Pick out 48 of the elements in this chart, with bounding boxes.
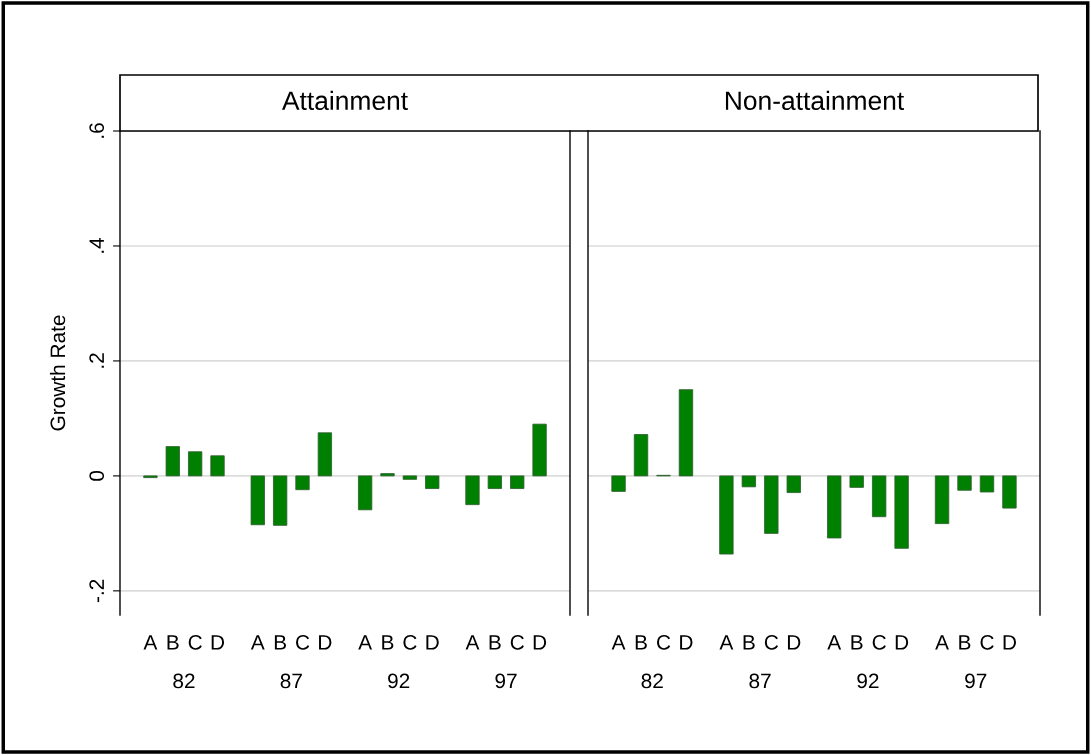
x-tick-label: D (319, 635, 332, 650)
x-tick-label: B (382, 635, 394, 650)
x-tick-label: D (426, 635, 439, 650)
y-tick-label: .4 (89, 237, 104, 253)
y-tick-label: 0 (89, 470, 105, 481)
x-tick-label: B (851, 635, 863, 650)
text: 92 (857, 673, 879, 689)
x-tick-label: B (167, 635, 179, 650)
y-tick-label: .6 (89, 123, 105, 138)
x-tick-label: A (827, 635, 842, 650)
x-tick-label: B (274, 635, 286, 650)
chart-title: Non-attainment (725, 90, 905, 111)
x-tick-label: B (635, 635, 647, 650)
x-tick-label: B (959, 635, 971, 650)
x-tick-label: C (403, 634, 417, 650)
x-tick-label: A (358, 635, 373, 650)
text: 87 (749, 673, 771, 689)
x-tick-label: C (764, 634, 779, 650)
x-tick-label: C (980, 634, 994, 650)
y-axis-title: Growth Rate (49, 315, 66, 431)
x-tick-label: D (895, 635, 909, 650)
x-tick-label: A (719, 635, 734, 650)
x-tick-label: A (611, 635, 626, 650)
x-tick-label: C (510, 634, 524, 650)
x-tick-label: C (296, 634, 310, 650)
x-tick-label: A (143, 635, 158, 650)
x-tick-label: A (935, 635, 949, 650)
y-tick-label: -.2 (89, 579, 104, 603)
text: 87 (280, 673, 302, 689)
x-tick-label: A (250, 635, 265, 650)
x-tick-label: D (787, 635, 801, 650)
text: 97 (965, 673, 987, 689)
x-tick-label: D (1003, 635, 1016, 650)
text: 97 (495, 673, 517, 689)
y-tick-label: .2 (89, 353, 104, 368)
x-tick-label: C (188, 634, 202, 650)
x-tick-label: D (680, 635, 693, 650)
x-tick-label: B (743, 635, 755, 650)
x-tick-label: D (533, 635, 547, 650)
x-tick-label: C (657, 634, 671, 650)
x-tick-label: D (211, 635, 225, 650)
text: 82 (641, 673, 663, 689)
x-tick-label: C (872, 634, 886, 650)
text: 92 (388, 673, 410, 689)
chart-title: Attainment (281, 90, 408, 111)
text: 82 (173, 673, 195, 689)
x-tick-label: A (465, 635, 480, 650)
x-tick-label: B (489, 635, 501, 650)
